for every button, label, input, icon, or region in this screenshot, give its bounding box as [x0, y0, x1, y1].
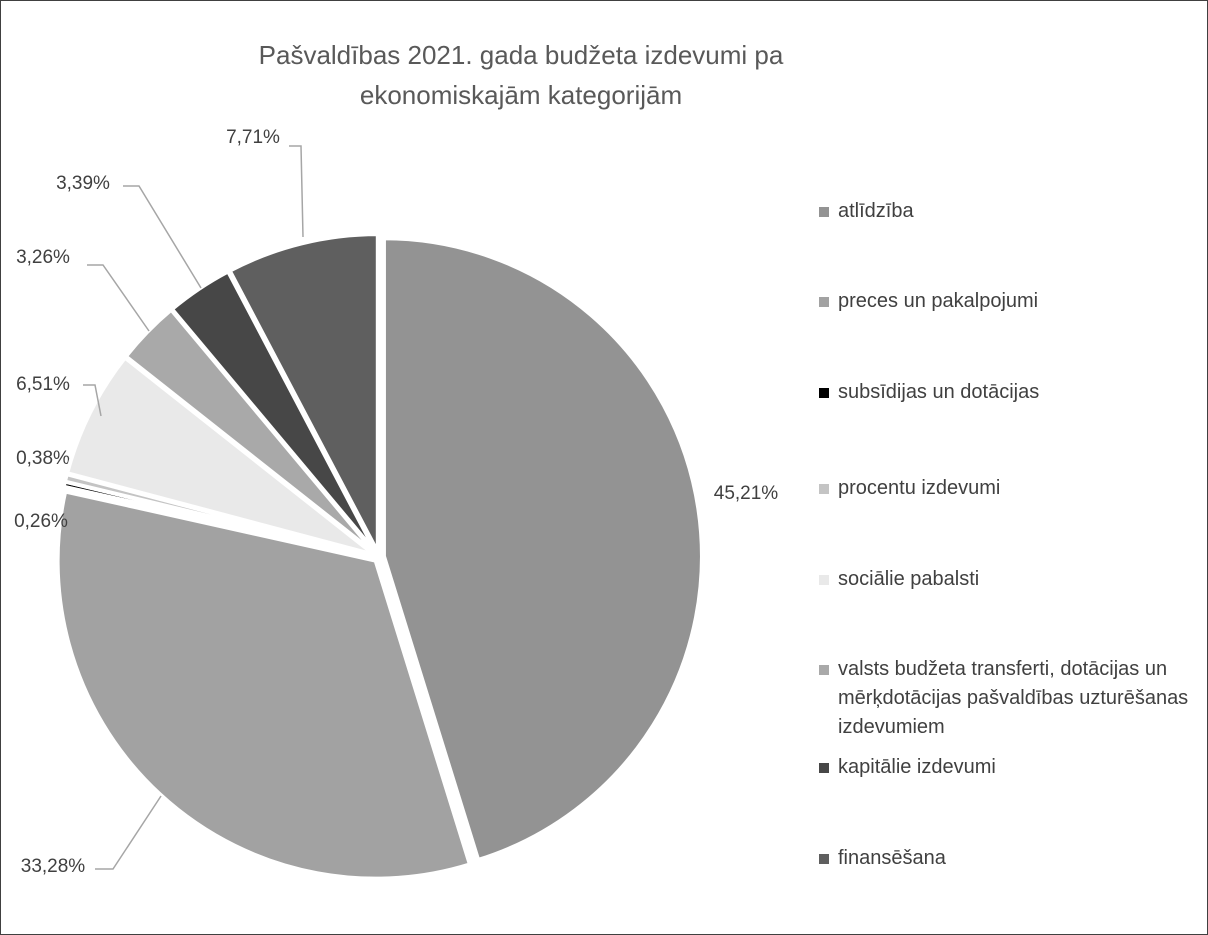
data-label: 7,71% [226, 127, 280, 148]
data-label: 6,51% [16, 374, 70, 395]
data-label: 33,28% [21, 856, 86, 877]
pie-slice [381, 236, 704, 863]
data-label: 45,21% [714, 483, 779, 504]
legend-item: kapitālie izdevumi [819, 753, 1204, 782]
legend-label: kapitālie izdevumi [838, 756, 996, 778]
legend-item: atlīdzība [819, 197, 1204, 226]
legend-item: sociālie pabalsti [819, 565, 1204, 594]
pie-slice [64, 354, 376, 557]
legend-label: valsts budžeta transferti, dotācijas un … [838, 658, 1189, 738]
legend-label: procentu izdevumi [838, 477, 1001, 499]
legend-swatch [819, 763, 829, 773]
legend-label: atlīdzība [838, 200, 914, 222]
data-label: 0,26% [14, 511, 68, 532]
leader-line [87, 264, 150, 332]
legend-item: subsīdijas un dotācijas [819, 378, 1204, 407]
leader-line [289, 145, 304, 238]
legend-label: sociālie pabalsti [838, 568, 980, 590]
legend-swatch [819, 297, 829, 307]
legend-swatch [819, 207, 829, 217]
legend-item: finansēšana [819, 844, 1204, 873]
legend-swatch [819, 665, 829, 675]
leader-line [123, 185, 202, 289]
data-label: 3,26% [16, 247, 70, 268]
legend-swatch [819, 854, 829, 864]
legend-label: subsīdijas un dotācijas [838, 381, 1040, 403]
legend-swatch [819, 388, 829, 398]
legend-label: preces un pakalpojumi [838, 290, 1039, 312]
legend-swatch [819, 575, 829, 585]
legend-item: valsts budžeta transferti, dotācijas un … [819, 655, 1204, 742]
legend-label: finansēšana [838, 847, 946, 869]
leader-line [83, 384, 102, 417]
pie-slice [227, 232, 380, 554]
legend-swatch [819, 484, 829, 494]
chart-title: Pašvaldības 2021. gada budžeta izdevumi … [258, 40, 784, 110]
legend-item: preces un pakalpojumi [819, 287, 1204, 316]
leader-line [95, 795, 162, 870]
legend-item: procentu izdevumi [819, 474, 1204, 503]
data-label: 0,38% [16, 448, 70, 469]
data-label: 3,39% [56, 173, 110, 194]
pie-slice [55, 489, 473, 881]
